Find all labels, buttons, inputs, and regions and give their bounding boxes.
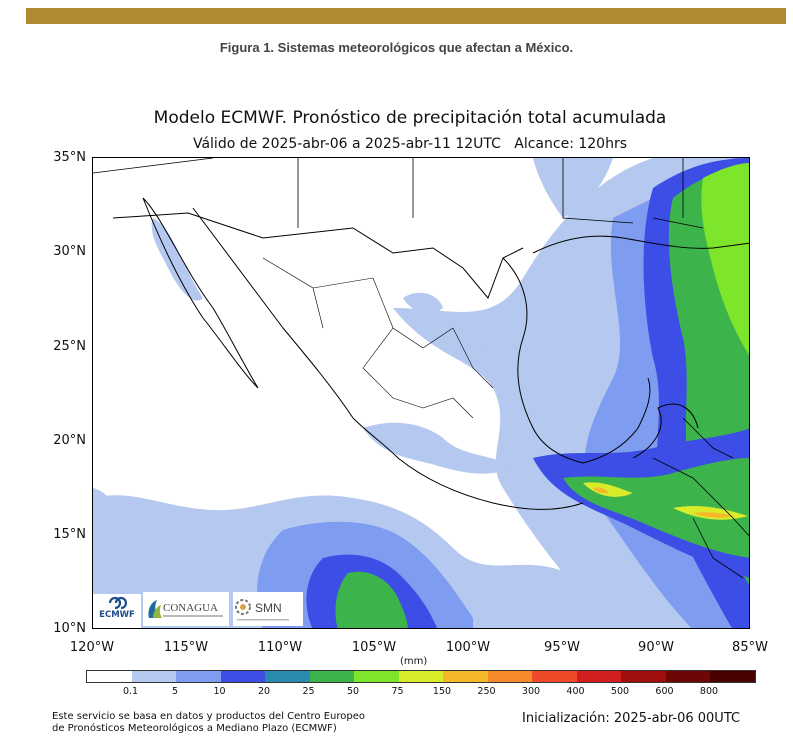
lat-label: 20°N (53, 433, 86, 448)
lat-label: 35°N (53, 150, 86, 165)
init-time: Inicialización: 2025-abr-06 00UTC (522, 711, 741, 726)
lon-label: 110°W (257, 640, 303, 655)
lat-label: 30°N (53, 244, 86, 259)
precip-centralamerica-orange (593, 487, 733, 518)
precip-mexico-scatter (363, 292, 513, 474)
colorbar-level-label: 10 (213, 686, 226, 697)
smn-text: SMN (255, 601, 282, 615)
colorbar-segment (398, 671, 443, 682)
colorbar-segment (443, 671, 488, 682)
colorbar-segment (532, 671, 577, 682)
conagua-text: CONAGUA (163, 602, 218, 614)
ecmwf-logo: ECMWF (93, 594, 141, 628)
colorbar-segment (621, 671, 666, 682)
smn-logo: SMN (233, 592, 303, 626)
colorbar-segment (220, 671, 265, 682)
colorbar-level-label: 20 (257, 686, 271, 697)
lon-label: 95°W (544, 640, 580, 655)
colorbar-segment (354, 671, 399, 682)
lat-label: 10°N (53, 621, 86, 636)
precip-gulf-lightgreen (701, 163, 749, 355)
coastline-baja (142, 197, 259, 389)
ecmwf-icon (108, 596, 127, 610)
colorbar-level-label: 0.1 (122, 686, 139, 697)
lon-label: 100°W (445, 640, 491, 655)
precip-west-coast (93, 488, 120, 538)
map-subtitle: Válido de 2025-abr-06 a 2025-abr-11 12UT… (192, 136, 628, 152)
precip-centralamerica-yellow (583, 482, 748, 520)
source-note: Este servicio se basa en datos y product… (52, 711, 452, 735)
colorbar-segment (131, 671, 176, 682)
colorbar-level-label: 250 (477, 686, 496, 697)
header-bar (26, 8, 786, 24)
coastline-yucatan (632, 403, 699, 459)
coastline-mainland-west (192, 207, 584, 510)
colorbar-level-label: 5 (171, 686, 179, 697)
precip-texas-scatter (533, 158, 613, 218)
lon-label: 85°W (732, 640, 768, 655)
precip-pacific-green (335, 571, 408, 628)
colorbar-units: (mm) (400, 656, 428, 667)
colorbar-level-label: 50 (346, 686, 360, 697)
colorbar-segment (576, 671, 621, 682)
colorbar-segment (710, 671, 755, 682)
central-america-borders (652, 417, 749, 579)
gulf-coast-us (532, 235, 749, 254)
colorbar-level-label: 600 (655, 686, 674, 697)
figure-caption: Figura 1. Sistemas meteorológicos que af… (219, 40, 574, 55)
lat-label: 25°N (53, 339, 86, 354)
colorbar-segment (265, 671, 310, 682)
lat-label: 15°N (53, 527, 86, 542)
us-states (93, 158, 704, 229)
smn-icon: SMN (235, 599, 289, 621)
lon-label: 115°W (163, 640, 209, 655)
source-line-2: de Pronósticos Meteorológicos a Mediano … (52, 723, 337, 734)
colorbar-segment (87, 671, 132, 682)
lon-label: 90°W (638, 640, 674, 655)
mexico-states (262, 257, 494, 419)
colorbar (86, 670, 756, 683)
colorbar-level-label: 800 (699, 686, 719, 697)
logos-strip: ECMWF CONAGUA SMN (93, 592, 305, 628)
colorbar-segment (487, 671, 532, 682)
colorbar-segment (309, 671, 354, 682)
coastline-gulf (502, 257, 651, 464)
precip-centralamerica-green (563, 458, 749, 558)
colorbar-level-label: 150 (432, 686, 452, 697)
lon-label: 120°W (69, 640, 115, 655)
precipitation-map (92, 157, 750, 629)
conagua-logo: CONAGUA (143, 592, 229, 626)
map-title: Modelo ECMWF. Pronóstico de precipitació… (153, 108, 667, 128)
us-mexico-border (112, 212, 524, 299)
colorbar-level-label: 300 (521, 686, 541, 697)
colorbar-level-label: 500 (610, 686, 630, 697)
source-line-1: Este servicio se basa en datos y product… (52, 711, 366, 722)
colorbar-level-label: 75 (391, 686, 404, 697)
colorbar-level-label: 25 (302, 686, 315, 697)
colorbar-level-label: 400 (566, 686, 585, 697)
map-svg (93, 158, 749, 628)
ecmwf-logo-text: ECMWF (99, 610, 135, 620)
lon-label: 105°W (351, 640, 397, 655)
colorbar-segment (176, 671, 221, 682)
precip-baja-scatter (151, 218, 203, 301)
colorbar-segment (665, 671, 710, 682)
conagua-icon: CONAGUA (148, 600, 223, 618)
